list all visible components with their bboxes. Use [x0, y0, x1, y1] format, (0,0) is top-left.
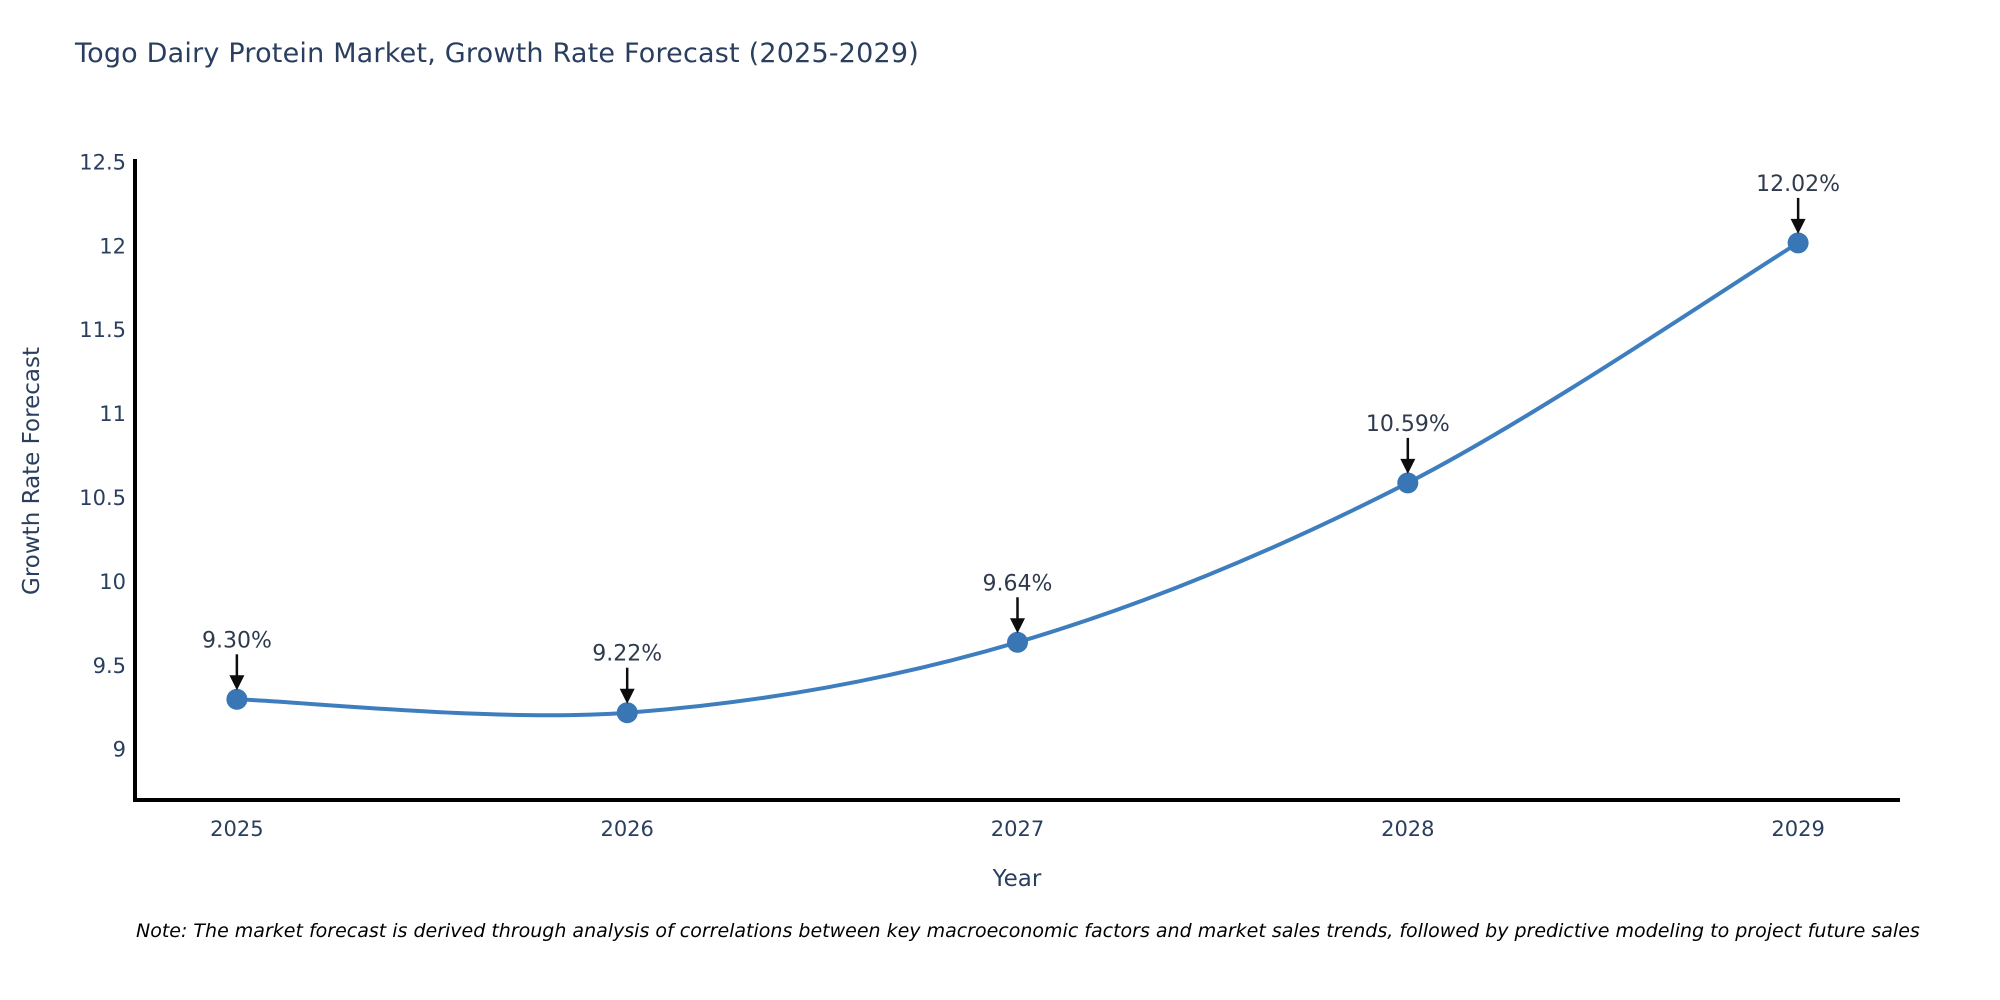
- annotation-arrowhead: [1400, 458, 1416, 474]
- y-tick-label: 10: [99, 570, 126, 594]
- y-tick-label: 9.5: [93, 654, 126, 678]
- annotation-arrowhead: [619, 688, 635, 704]
- data-point-2028[interactable]: [1397, 472, 1419, 494]
- chart-title: Togo Dairy Protein Market, Growth Rate F…: [75, 38, 920, 69]
- y-tick-label: 11.5: [79, 318, 126, 342]
- point-annotation: 12.02%: [1756, 172, 1840, 197]
- data-point-2025[interactable]: [226, 688, 248, 710]
- annotation-arrowhead: [1790, 218, 1806, 234]
- y-tick-label: 12.5: [79, 150, 126, 174]
- data-point-2027[interactable]: [1007, 631, 1028, 653]
- x-tick-label: 2025: [210, 817, 263, 841]
- point-annotation: 10.59%: [1366, 412, 1450, 437]
- footnote: Note: The market forecast is derived thr…: [136, 920, 1920, 942]
- data-point-2029[interactable]: [1787, 232, 1809, 254]
- x-tick-label: 2027: [991, 817, 1044, 841]
- point-annotation: 9.22%: [592, 642, 662, 667]
- y-tick-label: 11: [99, 402, 126, 426]
- data-point-2026[interactable]: [616, 702, 638, 724]
- x-tick-label: 2029: [1771, 817, 1824, 841]
- annotation-arrowhead: [229, 675, 245, 691]
- y-tick-label: 9: [113, 738, 126, 762]
- point-annotation: 9.64%: [983, 571, 1053, 596]
- x-axis-title: Year: [992, 866, 1042, 892]
- x-tick-label: 2028: [1381, 817, 1434, 841]
- y-tick-label: 10.5: [79, 486, 126, 510]
- x-tick-label: 2026: [600, 817, 653, 841]
- annotation-arrowhead: [1010, 618, 1025, 634]
- point-annotation: 9.30%: [202, 628, 272, 653]
- y-tick-label: 12: [99, 234, 126, 258]
